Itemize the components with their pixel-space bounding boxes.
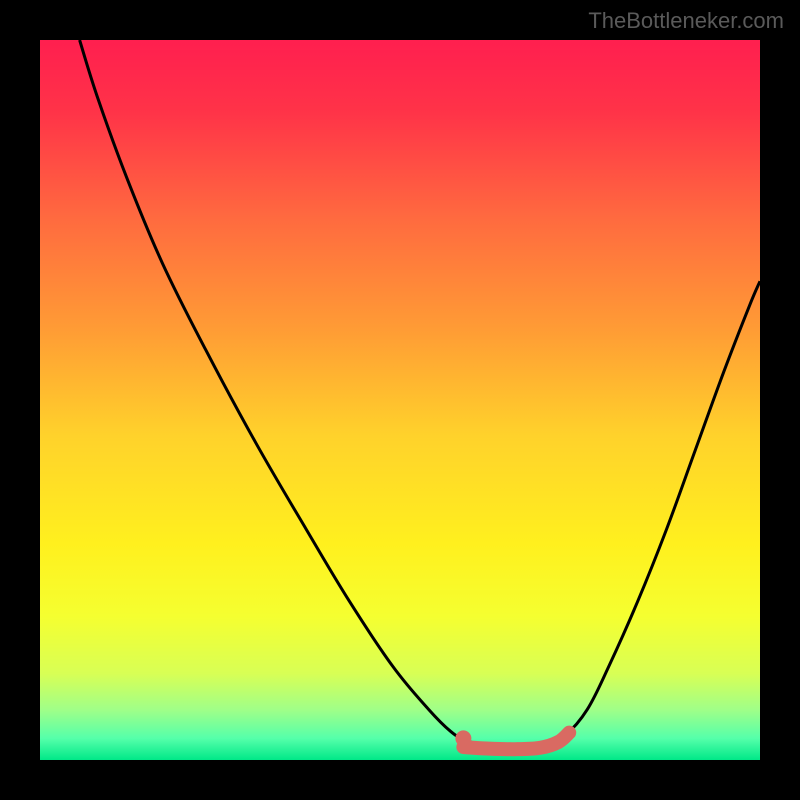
chart-background bbox=[40, 40, 760, 760]
optimal-point-dot bbox=[455, 730, 471, 746]
watermark-text: TheBottleneker.com bbox=[588, 8, 784, 34]
bottleneck-chart bbox=[40, 40, 760, 760]
chart-svg bbox=[40, 40, 760, 760]
